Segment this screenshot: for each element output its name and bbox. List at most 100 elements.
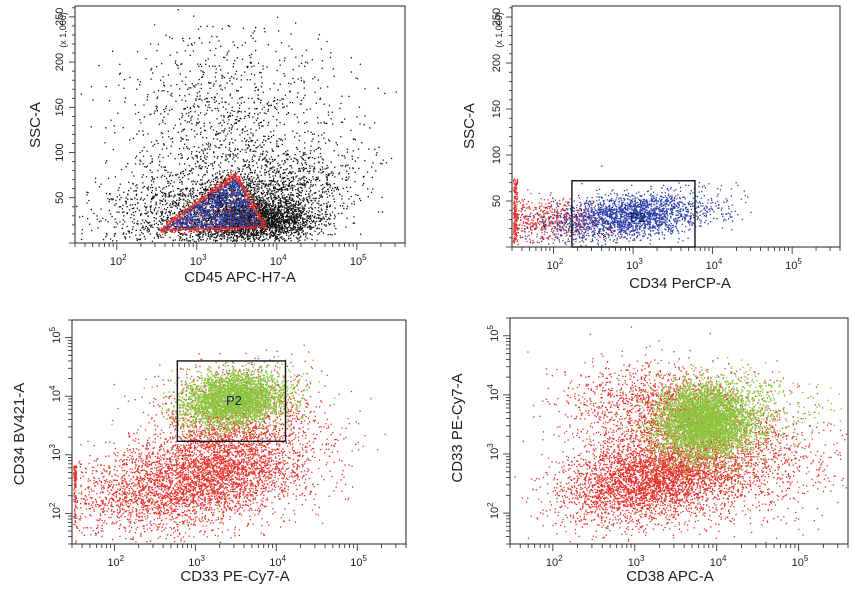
event-dot — [271, 200, 274, 202]
event-dot — [282, 206, 284, 208]
event-dot — [189, 215, 191, 217]
event-dot — [257, 222, 259, 225]
event-dot — [276, 220, 278, 222]
event-dot — [301, 231, 303, 234]
event-dot — [231, 234, 234, 236]
event-dot — [253, 198, 255, 201]
event-dot — [235, 235, 237, 237]
event-dot — [186, 234, 188, 236]
event-dot — [245, 185, 247, 188]
event-dot — [283, 169, 285, 171]
event-dot — [136, 239, 138, 241]
event-dot — [273, 209, 275, 211]
event-dot — [259, 239, 261, 241]
event-dot — [326, 202, 328, 205]
event-dot — [272, 215, 274, 217]
event-dot — [312, 202, 314, 204]
event-dot — [234, 208, 237, 210]
event-dot — [207, 180, 209, 183]
event-dot — [233, 234, 236, 236]
event-dot — [222, 232, 224, 234]
event-dot — [298, 207, 300, 209]
event-dot — [309, 170, 311, 172]
event-dot — [257, 176, 260, 179]
event-dot — [280, 223, 282, 225]
event-dot — [159, 160, 161, 163]
event-dot — [318, 224, 320, 226]
event-dot — [259, 122, 261, 124]
event-dot — [228, 161, 230, 163]
event-dot — [165, 186, 167, 188]
event-dot — [201, 182, 203, 184]
event-dot — [333, 201, 336, 203]
event-dot — [278, 231, 280, 233]
event-dot — [274, 229, 276, 232]
event-dot — [216, 223, 219, 226]
event-dot — [236, 198, 238, 201]
event-dot — [141, 191, 143, 193]
event-dot — [244, 212, 246, 214]
event-dot — [208, 146, 210, 148]
event-dot — [212, 129, 215, 131]
event-dot — [214, 213, 216, 215]
event-dot — [157, 90, 160, 92]
event-dot — [254, 169, 256, 171]
event-dot — [262, 236, 265, 238]
event-dot — [292, 77, 294, 80]
event-dot — [209, 148, 211, 150]
event-dot — [225, 135, 227, 137]
event-dot — [261, 182, 263, 185]
event-dot — [238, 198, 241, 200]
event-dot — [304, 213, 306, 215]
event-dot — [253, 190, 255, 192]
event-dot — [268, 230, 271, 232]
event-dot — [249, 168, 251, 170]
event-dot — [210, 184, 212, 186]
event-dot — [253, 233, 256, 235]
event-dot — [258, 237, 260, 239]
event-dot — [155, 207, 157, 209]
event-dot — [263, 231, 265, 233]
event-dot — [255, 236, 257, 239]
event-dot — [210, 187, 212, 189]
event-dot — [251, 179, 253, 181]
event-dot — [271, 190, 273, 192]
event-dot — [225, 192, 228, 194]
event-dot — [253, 240, 255, 242]
event-dot — [305, 61, 307, 63]
event-dot — [209, 184, 211, 186]
event-dot — [293, 220, 295, 222]
event-dot — [272, 199, 274, 202]
event-dot — [298, 139, 300, 142]
event-dot — [141, 231, 143, 234]
event-dot — [216, 133, 218, 135]
event-dot — [119, 194, 121, 196]
event-dot — [281, 236, 283, 238]
event-dot — [295, 176, 297, 178]
event-dot — [232, 66, 234, 68]
event-dot — [301, 162, 303, 164]
event-dot — [282, 215, 284, 218]
event-dot — [164, 111, 166, 113]
event-dot — [283, 60, 286, 62]
event-dot — [292, 224, 294, 227]
event-dot — [352, 222, 354, 224]
event-dot — [240, 192, 242, 194]
event-dot — [200, 127, 202, 129]
event-dot — [192, 226, 194, 228]
event-dot — [261, 125, 263, 127]
event-dot — [257, 202, 259, 205]
event-dot — [181, 223, 184, 225]
event-dot — [168, 185, 170, 187]
event-dot — [285, 204, 287, 206]
event-dot — [264, 206, 266, 209]
event-dot — [267, 192, 269, 194]
event-dot — [223, 234, 225, 236]
event-dot — [230, 150, 232, 152]
event-dot — [198, 221, 200, 223]
event-dot — [231, 97, 233, 99]
event-dot — [211, 200, 214, 203]
event-dot — [241, 206, 243, 208]
event-dot — [280, 215, 282, 217]
event-dot — [175, 214, 177, 216]
